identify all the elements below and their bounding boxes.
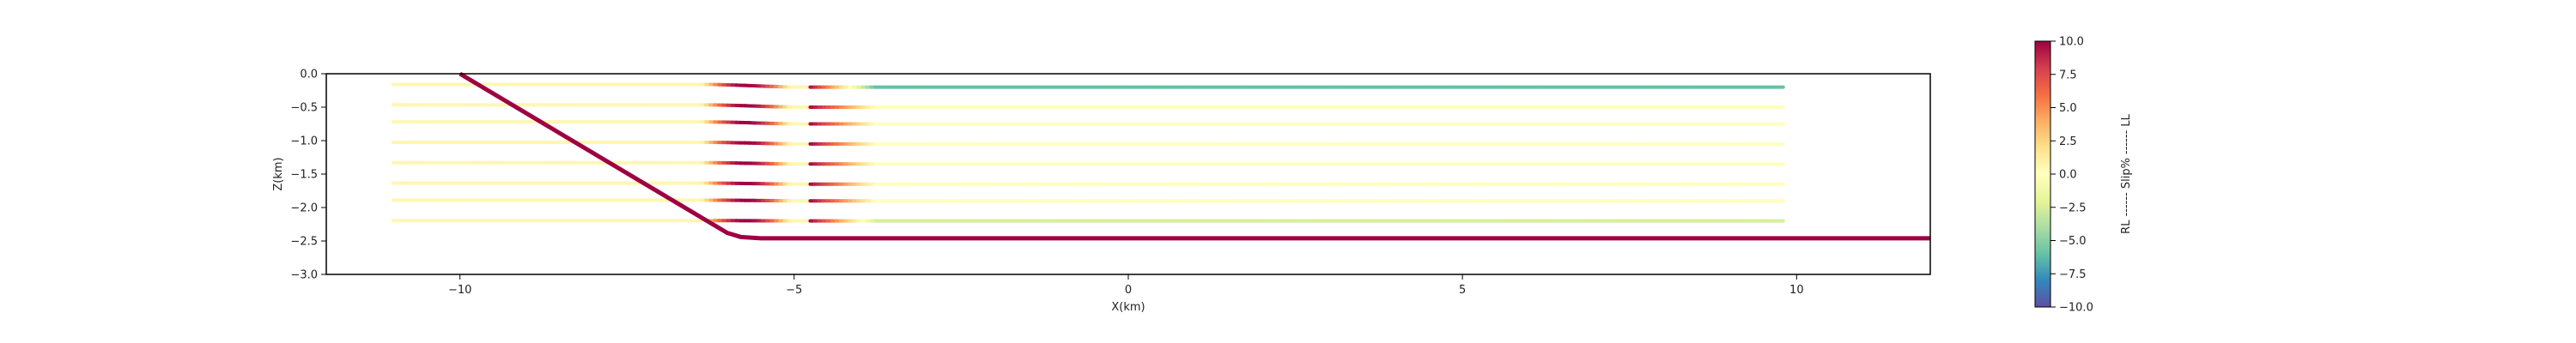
layer-line-2 [391,103,1785,109]
x-tick-label: 0 [1125,284,1132,297]
y-tick-label: −1.0 [290,135,318,148]
y-axis-label: Z(km) [272,157,285,190]
y-tick-label: −2.5 [290,236,318,249]
x-tick-label: −10 [448,284,471,297]
layer-line-7 [391,198,1785,203]
layer-line-4 [391,140,1785,146]
x-axis: −10 −5 0 5 10 [448,274,1804,297]
colorbar-gradient [2034,40,2051,308]
y-tick-label: 0.0 [300,69,318,81]
y-tick-label: −1.5 [290,169,318,182]
colorbar: 10.0 7.5 5.0 2.5 0.0 −2.5 −5.0 −7.5 −10.0 RL ---… [2034,36,2133,315]
colorbar-tick-label: 5.0 [2059,102,2077,115]
layer-line-1 [391,82,1785,89]
colorbar-tick-label: 0.0 [2059,169,2077,182]
main-fault-line [459,71,1930,241]
y-tick-label: −0.5 [290,102,318,115]
y-tick-label: −3.0 [290,269,318,282]
colorbar-tick-label: 10.0 [2059,36,2084,49]
colorbar-tick-label: −2.5 [2059,202,2087,214]
colorbar-tick-label: −10.0 [2059,302,2093,315]
x-tick-label: 5 [1459,284,1466,297]
x-tick-label: 10 [1789,284,1804,297]
y-tick-label: −2.0 [290,202,318,215]
colorbar-ticks: 10.0 7.5 5.0 2.5 0.0 −2.5 −5.0 −7.5 −10.0 [2050,36,2093,315]
colorbar-label: RL ------ Slip% ------ LL [2120,113,2133,233]
main-fault-path [459,71,1930,241]
layer-lines [391,82,1785,223]
y-axis: 0.0 −0.5 −1.0 −1.5 −2.0 −2.5 −3.0 [290,69,326,282]
layer-line-5 [391,160,1785,166]
layer-line-3 [391,120,1785,126]
colorbar-tick-label: −5.0 [2059,235,2087,248]
x-axis-label: X(km) [1111,301,1145,314]
colorbar-tick-label: −7.5 [2059,268,2087,281]
colorbar-tick-label: 7.5 [2059,69,2077,81]
x-tick-label: −5 [786,284,802,297]
colorbar-tick-label: 2.5 [2059,135,2077,148]
